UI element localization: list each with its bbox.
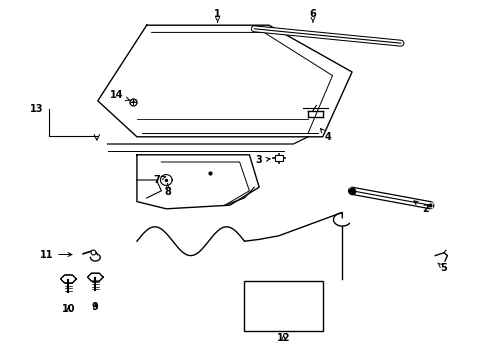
Text: 13: 13 [30,104,43,114]
Text: 1: 1 [214,9,221,22]
Text: 2: 2 [413,201,428,214]
Text: 11: 11 [40,249,72,260]
Text: 3: 3 [255,155,269,165]
Polygon shape [61,275,76,283]
Text: 6: 6 [309,9,316,22]
Text: 8: 8 [164,184,171,197]
Bar [244,281,322,331]
Text: 7: 7 [153,175,165,185]
Text: 12: 12 [276,333,290,343]
Text: 9: 9 [92,302,99,312]
Text: 5: 5 [437,263,447,273]
Text: 4: 4 [320,129,330,142]
Polygon shape [87,273,103,281]
Text: 10: 10 [61,304,75,314]
Text: 14: 14 [109,90,129,101]
Bar [274,156,282,161]
